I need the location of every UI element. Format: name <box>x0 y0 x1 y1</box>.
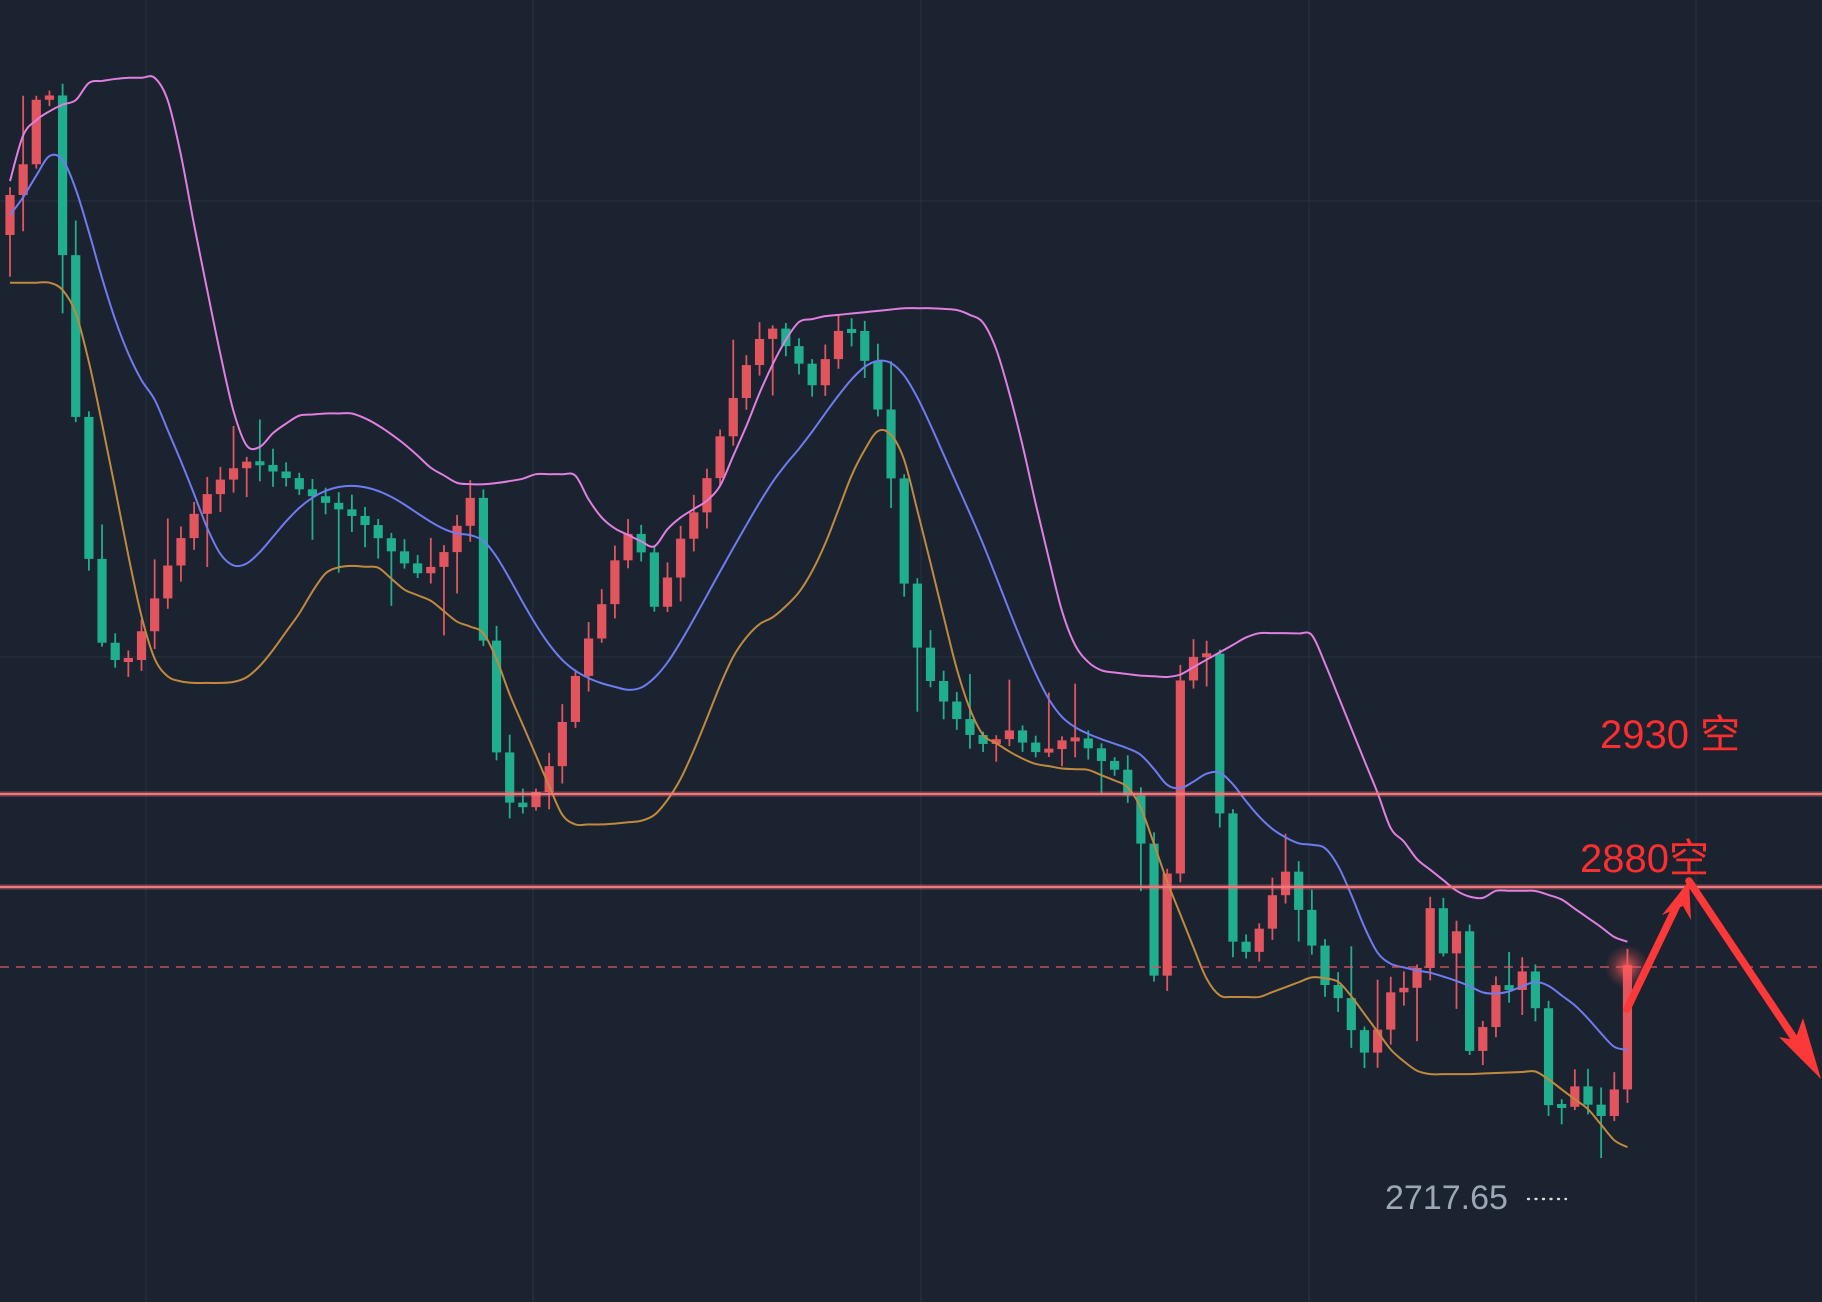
svg-text:2880空: 2880空 <box>1580 837 1709 881</box>
svg-text:2930 空: 2930 空 <box>1600 713 1740 757</box>
svg-text:2717.65: 2717.65 <box>1385 1179 1508 1217</box>
